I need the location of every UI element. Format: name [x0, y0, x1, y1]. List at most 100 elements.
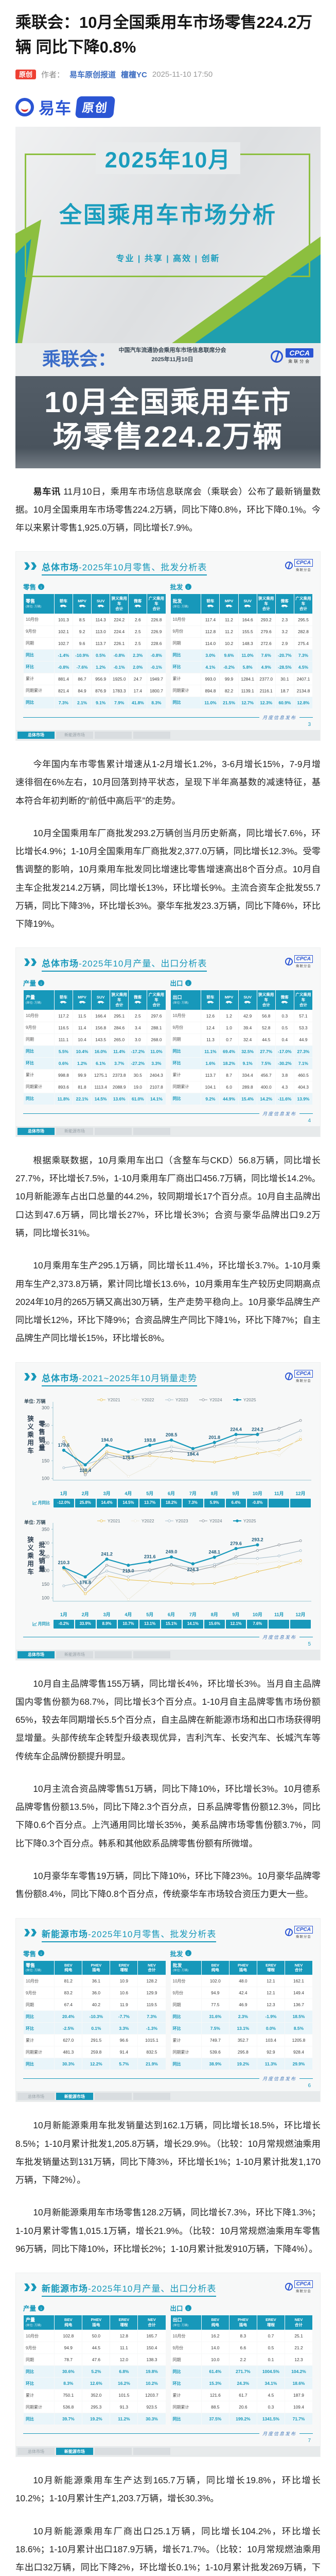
svg-text:Y2022: Y2022	[142, 1397, 154, 1402]
svg-text:250: 250	[42, 1554, 49, 1559]
svg-text:175.5: 175.5	[122, 1454, 134, 1460]
cpca-logo: CPCA 乘联分会	[285, 1369, 313, 1383]
retail-trend-values: 1月 2月 3月 4月 5月 6月 7月 8月 9月 10月 11月 12月 月同比 -12.0% 25.8…	[23, 1489, 311, 1507]
hero-title: 全国乘用车市场分析	[59, 202, 277, 228]
cpca-logo: CPCA 乘联分会	[285, 559, 313, 572]
export-table: 出口 (单位: 万辆) 轿车 MPV SUV 狭义乘用车 合计 微客 广义乘用车 合计 10月份 12…	[170, 990, 313, 1105]
figure-footer: 月度信息发布	[23, 714, 313, 721]
figure-nev-retail-wholesale[interactable]: 新能源市场-2025年10月零售、批发分析表 CPCA 乘联分会 零售 ↓ 零售 (单…	[15, 1918, 321, 2103]
nev-export-table: 出口 (单位: 万辆) BEV 纯电 PHEV 插电 EREV 增程 NEV 合计 10月份 16.2…	[170, 2315, 313, 2425]
paragraph-5: 10月乘用车生产295.1万辆，同比增长11.4%，环比增长3.7%。1-10月…	[15, 1260, 321, 1344]
retail-trend-chart: 100 150 200 250 300 179.6 138.4 194.0 175.5 193.8…	[23, 1392, 313, 1488]
unit-label: 单位: 万辆	[24, 1519, 46, 1525]
tab-blank	[133, 2093, 170, 2100]
section-label-production: 产量 ↓	[23, 2303, 166, 2313]
tab-blank	[95, 2448, 132, 2455]
hero-image[interactable]: 2025年10月 全国乘用车市场分析 专业 | 共享 | 高效 | 创新 乘联会…	[15, 127, 321, 468]
slide-tab-bar: 总体市场 新能源市场	[16, 730, 320, 740]
wholesale-trend-values: 1月 2月 3月 4月 5月 6月 7月 8月 9月 10月 11月 12月 月同比 -0.2% 33.9%…	[23, 1610, 311, 1629]
figure-title-bar: 新能源市场-2025年10月零售、批发分析表 CPCA 乘联分会	[23, 1925, 313, 1942]
chevron-icon	[24, 2283, 38, 2292]
figure-title-bar: 总体市场-2025年10月零售、批发分析表 CPCA 乘联分会	[23, 559, 313, 576]
retail-trend-block: 单位: 万辆 狭义乘用车 零售销量 100 150 200 250 300 179.6 13…	[23, 1392, 313, 1507]
down-arrow-icon: ↓	[185, 1950, 191, 1957]
svg-text:Y2024: Y2024	[209, 1397, 222, 1402]
svg-text:150: 150	[42, 1458, 49, 1463]
figure-footer: 月度信息发布	[23, 1110, 313, 1117]
svg-text:179.6: 179.6	[58, 1443, 70, 1448]
figure-overall-production-export[interactable]: 总体市场-2025年10月产量、出口分析表 CPCA 乘联分会 产量 ↓ 产量 (单位…	[15, 947, 321, 1137]
svg-text:Y2024: Y2024	[209, 1518, 222, 1523]
tab-blank	[95, 1651, 132, 1658]
yiche-original-badge: 原创	[75, 96, 116, 118]
page-number: 7	[308, 2438, 311, 2444]
svg-text:231.6: 231.6	[144, 1554, 156, 1559]
svg-text:Y2023: Y2023	[175, 1518, 188, 1523]
hero-slide-2: 乘联会： 中国汽车流通协会乘用车市场信息联席分会 2025年11月10日 CPC…	[15, 343, 321, 468]
cpca-emblem-icon	[271, 350, 284, 363]
figure-overall-trend[interactable]: 总体市场-2021~2025年10月销量走势 CPCA 乘联分会 单位: 万辆 狭…	[15, 1362, 321, 1660]
figure-footer: 月度信息发布	[23, 1634, 313, 1640]
svg-text:Y2025: Y2025	[243, 1518, 256, 1523]
figure-overall-retail-wholesale[interactable]: 总体市场-2025年10月零售、批发分析表 CPCA 乘联分会 零售 ↓ 零售 (单位…	[15, 551, 321, 741]
down-arrow-icon: ↓	[185, 2304, 191, 2311]
nev-wholesale-table: 批发 (单位: 万辆) BEV 纯电 PHEV 插电 EREV 增程 NEV 合计 10月份 102.…	[170, 1960, 313, 2071]
svg-text:Y2022: Y2022	[142, 1518, 154, 1523]
svg-text:224.4: 224.4	[230, 1427, 242, 1432]
chevron-icon	[24, 1928, 38, 1937]
tab-blank	[95, 731, 132, 739]
svg-text:300: 300	[42, 1405, 49, 1410]
tab-overall-market: 总体市场	[17, 2093, 55, 2100]
cpca-org-line: 中国汽车流通协会乘用车市场信息联席分会 2025年11月10日	[118, 347, 226, 363]
nev-production-table: 产量 (单位: 万辆) BEV 纯电 PHEV 插电 EREV 增程 NEV 合计 10月份 102.…	[23, 2315, 166, 2425]
chevron-icon	[24, 562, 38, 570]
paragraph-12: 10月新能源乘用车厂商出口25.1万辆，同比增长104.2%，环比增长18.6%…	[15, 2526, 321, 2573]
page-number: 4	[308, 1117, 311, 1124]
svg-text:Y2025: Y2025	[243, 1397, 256, 1402]
svg-text:100: 100	[42, 1595, 49, 1600]
hero-slide-1: 2025年10月 全国乘用车市场分析 专业 | 共享 | 高效 | 创新	[15, 127, 321, 344]
section-label-retail: 零售 ↓	[23, 582, 166, 591]
source-link[interactable]: 易车原创报道	[69, 71, 116, 80]
svg-text:250: 250	[42, 1422, 49, 1428]
wholesale-table: 批发 (单位: 万辆) 轿车 MPV SUV 狭义乘用车 合计 微客 广义乘用车 合计 10月份 11…	[170, 594, 313, 709]
figure-title-bar: 总体市场-2021~2025年10月销量走势 CPCA 乘联分会	[23, 1369, 313, 1386]
tab-nev-market: 新能源市场	[56, 1127, 93, 1135]
tab-nev-market: 新能源市场	[56, 2448, 93, 2455]
paragraph-11: 10月新能源乘用车生产达到165.7万辆，同比增长19.8%，环比增长10.2%…	[15, 2475, 321, 2504]
author-link[interactable]: 檀檀YC	[121, 71, 147, 80]
tab-blank	[95, 2093, 132, 2100]
nev-retail-table: 零售 (单位: 万辆) BEV 纯电 PHEV 插电 EREV 增程 NEV 合计 10月份 81.2…	[23, 1960, 166, 2071]
figure-nev-production-export[interactable]: 新能源市场-2025年10月产量、出口分析表 CPCA 乘联分会 产量 ↓ 产量 (单…	[15, 2273, 321, 2458]
wholesale-trend-block: 单位: 万辆 狭义乘用车 批发销量 100 150 200 250 300 350 210.…	[23, 1513, 313, 1629]
yiche-logo[interactable]: 易车 原创	[15, 95, 321, 118]
svg-text:201.8: 201.8	[208, 1434, 220, 1439]
cpca-logo: CPCA 乘联分会	[271, 348, 313, 364]
chevron-icon	[24, 1372, 38, 1381]
unit-label: 单位: 万辆	[24, 1398, 46, 1404]
slide-tab-bar: 总体市场 新能源市场	[16, 2091, 320, 2102]
cpca-prefix: 乘联会：	[42, 348, 117, 370]
section-label-retail: 零售 ↓	[23, 1948, 166, 1958]
svg-text:Y2021: Y2021	[108, 1397, 120, 1402]
svg-text:248.1: 248.1	[208, 1549, 220, 1554]
down-arrow-icon: ↓	[38, 2304, 45, 2311]
cpca-logo: CPCA 乘联分会	[285, 1925, 313, 1939]
svg-text:193.8: 193.8	[144, 1437, 156, 1443]
svg-text:219.0: 219.0	[122, 1568, 134, 1573]
cpca-swoosh-icon	[285, 562, 293, 570]
hero-tagline: 专业 | 共享 | 高效 | 创新	[116, 255, 220, 264]
figure-footer: 月度信息发布	[23, 2430, 313, 2437]
paragraph-6: 10月自主品牌零售155万辆，同比增长4%，环比增长3%。当月自主品牌国内零售份…	[15, 1678, 321, 1761]
slide-tab-bar: 总体市场 新能源市场	[16, 1649, 320, 1660]
paragraph-2: 今年国内车市零售累计增速从1-2月增长1.2%，3-6月增长15%，7-9月增速…	[15, 758, 321, 806]
paragraph-10: 10月新能源乘用车市场零售128.2万辆，同比增长7.3%，环比下降1.3%；1…	[15, 2207, 321, 2254]
tab-overall-market: 总体市场	[17, 2448, 55, 2455]
svg-text:200: 200	[42, 1568, 49, 1573]
svg-text:184.4: 184.4	[187, 1451, 199, 1456]
original-badge: 原创	[15, 70, 37, 80]
tab-blank	[95, 1127, 132, 1135]
svg-text:150: 150	[42, 1582, 49, 1587]
section-label-wholesale: 批发 ↓	[170, 582, 313, 591]
